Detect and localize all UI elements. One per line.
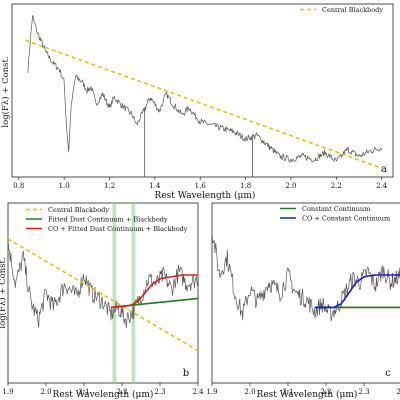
panel-a-plot-area: 0.8 1.0 1.2 1.4 1.6 1.8 2.0 2.2 2.4 <box>13 15 388 190</box>
x-tick-label: 1.9 <box>2 388 13 396</box>
spectrum-line <box>27 15 383 164</box>
x-tick-label: 2.0 <box>285 182 296 190</box>
x-tick-label: 2.4 <box>396 388 400 396</box>
legend-entry: Central Blackbody <box>48 206 109 214</box>
x-tick-label: 2.0 <box>244 388 255 396</box>
legend-entry: CO + Fitted Dust Continuum + Blackbody <box>48 225 188 233</box>
legend-entry: Constant Continuum <box>302 205 370 213</box>
panel-b-label: b <box>183 368 189 379</box>
legend-entry: CO + Constant Continuum <box>302 215 390 223</box>
x-tick-label: 2.2 <box>320 388 331 396</box>
x-tick-label: 1.0 <box>59 182 70 190</box>
series-line <box>7 238 199 352</box>
x-tick-label: 1.6 <box>195 182 207 190</box>
panel-c-label: c <box>385 368 391 379</box>
panel-b-frame <box>7 202 199 384</box>
x-tick-label: 0.8 <box>13 182 24 190</box>
series-line <box>314 274 400 309</box>
spectrum-line <box>211 231 400 322</box>
panel-a-frame <box>11 3 394 178</box>
series-line <box>25 39 382 170</box>
x-tick-label: 2.3 <box>154 388 165 396</box>
panel-b-plot-area: 1.9 2.0 2.1 2.2 2.3 2.4 <box>2 203 204 396</box>
x-tick-label: 1.2 <box>104 182 115 190</box>
panel-b-xlabel: Rest Wavelength (μm) <box>53 389 154 400</box>
x-tick-label: 2.3 <box>358 388 369 396</box>
panel-c: 1.92.02.12.22.32.4 Rest Wavelength (μm) … <box>206 202 400 400</box>
x-tick-label: 2.0 <box>40 388 51 396</box>
panel-c-frame <box>211 202 400 384</box>
panel-c-legend: Constant Continuum CO + Constant Continuu… <box>280 205 390 223</box>
x-tick-label: 1.4 <box>149 182 161 190</box>
x-tick-label: 2.4 <box>192 388 204 396</box>
panel-a-xlabel: Rest Wavelength (μm) <box>155 190 256 201</box>
panel-a-legend: Central Blackbody <box>300 6 383 14</box>
legend-entry: Central Blackbody <box>322 6 383 14</box>
panel-c-plot-area: 1.9 2.0 2.1 2.2 2.3 2.4 <box>206 231 400 396</box>
panel-c-xlabel: Rest Wavelength (μm) <box>257 389 358 400</box>
panel-a-label: a <box>381 164 387 175</box>
panel-b-legend: Central Blackbody Fitted Dust Continuum +… <box>26 206 188 233</box>
x-tick-label: 2.4 <box>376 182 388 190</box>
x-tick-label: 2.1 <box>282 388 293 396</box>
panel-a: 0.8 1.0 1.2 1.4 1.6 1.8 2.0 2.2 2.4 log(Fλ) + Co… <box>0 3 394 201</box>
x-tick-label: 2.2 <box>116 388 127 396</box>
series-line <box>110 274 198 309</box>
spectrum-line <box>7 240 198 329</box>
shaded-region <box>131 203 136 383</box>
x-tick-label: 1.8 <box>240 182 251 190</box>
panel-a-ylabel: log(Fλ) + Const. <box>0 56 11 127</box>
x-tick-label: 2.1 <box>78 388 89 396</box>
x-tick-label: 1.9 <box>206 388 217 396</box>
shaded-region <box>112 203 117 383</box>
panel-b: 1.9 2.0 2.1 2.2 2.3 2.4 log(Fλ) + Const. Rest… <box>0 202 204 400</box>
x-tick-label: 2.2 <box>331 182 342 190</box>
panel-b-ylabel: log(Fλ) + Const. <box>0 257 8 328</box>
legend-entry: Fitted Dust Continuum + Blackbody <box>48 216 168 224</box>
